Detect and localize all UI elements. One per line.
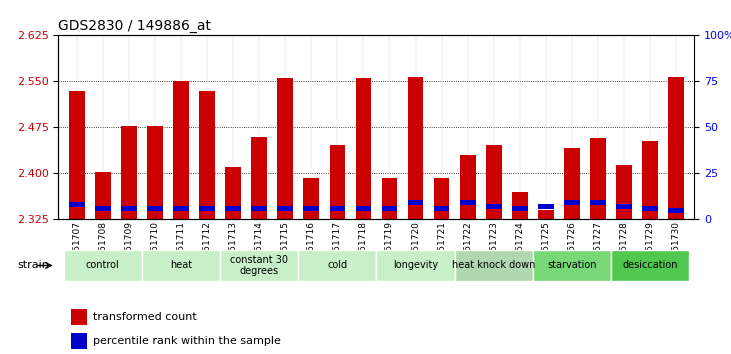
Bar — [538, 210, 553, 219]
FancyBboxPatch shape — [455, 250, 533, 281]
FancyBboxPatch shape — [142, 250, 220, 281]
Bar — [147, 206, 163, 211]
Bar — [278, 78, 293, 219]
Bar — [71, 309, 87, 325]
Bar — [590, 138, 606, 219]
Text: longevity: longevity — [393, 261, 438, 270]
FancyBboxPatch shape — [533, 250, 611, 281]
Bar — [95, 172, 110, 219]
Bar — [303, 206, 319, 211]
Text: percentile rank within the sample: percentile rank within the sample — [94, 336, 281, 346]
Text: desiccation: desiccation — [622, 261, 678, 270]
Bar — [486, 145, 501, 219]
Bar — [71, 333, 87, 349]
Bar — [330, 145, 345, 219]
Bar — [408, 77, 423, 219]
FancyBboxPatch shape — [611, 250, 689, 281]
Bar — [278, 206, 293, 211]
Bar — [408, 200, 423, 205]
Bar — [251, 137, 267, 219]
Text: GDS2830 / 149886_at: GDS2830 / 149886_at — [58, 19, 211, 33]
Bar — [616, 204, 632, 209]
Bar — [355, 206, 371, 211]
Bar — [512, 206, 528, 211]
Bar — [225, 206, 241, 211]
Bar — [486, 204, 501, 209]
Bar — [173, 81, 189, 219]
Bar — [330, 206, 345, 211]
Bar — [355, 78, 371, 219]
Bar — [668, 208, 684, 213]
Bar — [433, 178, 450, 219]
Bar — [200, 91, 215, 219]
Bar — [69, 202, 85, 207]
Bar — [173, 206, 189, 211]
Bar — [564, 200, 580, 205]
Bar — [538, 204, 553, 209]
Text: cold: cold — [327, 261, 347, 270]
Bar — [121, 206, 137, 211]
Text: constant 30
degrees: constant 30 degrees — [230, 255, 288, 276]
Bar — [460, 155, 475, 219]
Bar — [303, 178, 319, 219]
Text: control: control — [86, 261, 120, 270]
Text: heat: heat — [170, 261, 192, 270]
Bar — [69, 91, 85, 219]
FancyBboxPatch shape — [220, 250, 298, 281]
Bar — [251, 206, 267, 211]
Bar — [460, 200, 475, 205]
Text: strain: strain — [18, 261, 50, 270]
Bar — [433, 206, 450, 211]
Bar — [95, 206, 110, 211]
FancyBboxPatch shape — [298, 250, 376, 281]
FancyBboxPatch shape — [376, 250, 455, 281]
Bar — [382, 178, 398, 219]
Bar — [512, 192, 528, 219]
Bar — [616, 165, 632, 219]
Bar — [643, 141, 658, 219]
Bar — [200, 206, 215, 211]
Bar — [121, 126, 137, 219]
Bar — [564, 148, 580, 219]
Bar — [382, 206, 398, 211]
Bar — [225, 167, 241, 219]
Bar — [668, 76, 684, 219]
Text: heat knock down: heat knock down — [452, 261, 535, 270]
Text: transformed count: transformed count — [94, 312, 197, 322]
Bar — [147, 126, 163, 219]
Bar — [643, 206, 658, 211]
FancyBboxPatch shape — [64, 250, 142, 281]
Text: starvation: starvation — [548, 261, 596, 270]
Bar — [590, 200, 606, 205]
